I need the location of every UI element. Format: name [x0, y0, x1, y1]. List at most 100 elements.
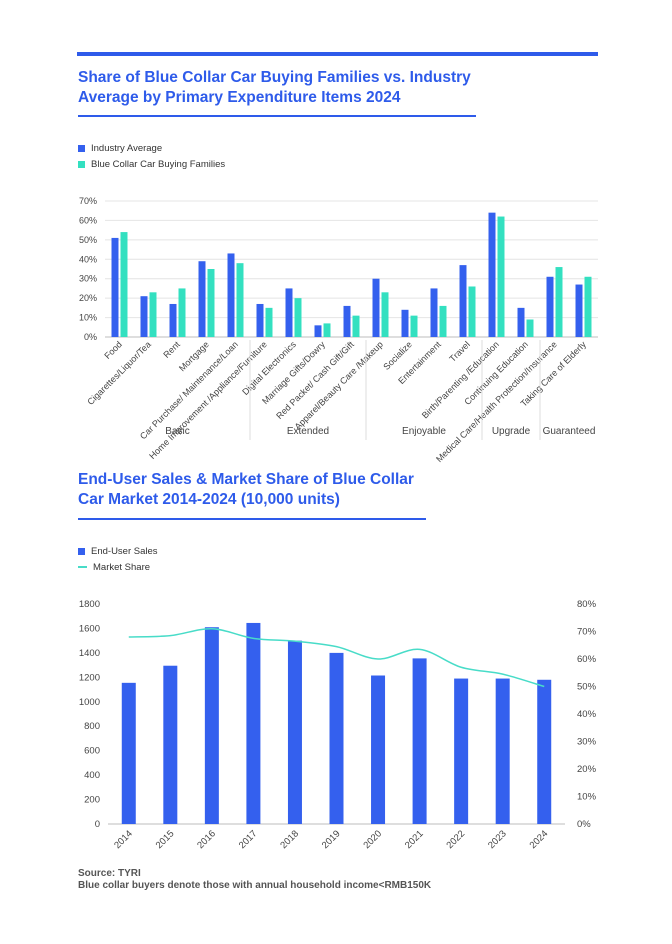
bar — [111, 237, 119, 337]
group-label: Basic — [165, 426, 189, 437]
y-tick-label: 0% — [84, 332, 97, 342]
y-right-tick-label: 80% — [577, 599, 597, 610]
market-share-line — [128, 627, 545, 688]
y-left-tick-label: 800 — [84, 721, 100, 732]
chart2-title-underline — [78, 518, 426, 520]
y-left-tick-label: 1400 — [79, 648, 100, 659]
group-label: Upgrade — [492, 426, 531, 437]
y-right-tick-label: 0% — [577, 819, 591, 830]
bar — [555, 267, 563, 337]
header-rule — [77, 52, 598, 56]
chart1-title-underline — [78, 115, 476, 117]
y-left-tick-label: 600 — [84, 746, 100, 757]
source-note: Source: TYRI Blue collar buyers denote t… — [78, 868, 431, 892]
x-tick-label: 2022 — [445, 828, 468, 851]
legend-item-end-user-sales: End-User Sales — [78, 543, 158, 559]
x-tick-label: 2023 — [486, 828, 509, 851]
legend-swatch-end-user-sales — [78, 547, 85, 555]
y-left-tick-label: 1000 — [79, 697, 100, 708]
sales-bar — [495, 678, 510, 824]
sales-bar — [412, 658, 427, 824]
bar — [517, 307, 525, 337]
bar — [314, 325, 322, 337]
bar — [236, 263, 244, 337]
y-tick-label: 70% — [79, 196, 97, 206]
x-tick-label: 2018 — [278, 828, 301, 851]
y-tick-label: 40% — [79, 254, 97, 264]
bar — [120, 232, 128, 337]
group-label: Guaranteed — [543, 426, 596, 437]
x-tick-label: 2017 — [237, 828, 260, 851]
bar — [430, 288, 438, 337]
chart1-legend: Industry Average Blue Collar Car Buying … — [78, 140, 225, 172]
bar — [285, 288, 293, 337]
y-right-tick-label: 20% — [577, 764, 597, 775]
bar — [439, 305, 447, 337]
sales-bar — [163, 665, 178, 824]
chart1-title: Share of Blue Collar Car Buying Families… — [78, 69, 471, 106]
y-left-tick-label: 400 — [84, 770, 100, 781]
bar — [497, 216, 505, 337]
group-label: Enjoyable — [402, 426, 446, 437]
x-tick-label: 2014 — [112, 828, 135, 851]
y-tick-label: 50% — [79, 235, 97, 245]
bar — [584, 276, 592, 337]
bar — [169, 303, 177, 337]
group-label: Extended — [287, 426, 329, 437]
sales-bar — [204, 627, 219, 824]
legend-item-industry-average: Industry Average — [78, 140, 225, 156]
y-right-tick-label: 70% — [577, 627, 597, 638]
y-right-tick-label: 10% — [577, 792, 597, 803]
y-left-tick-label: 1800 — [79, 599, 100, 610]
bar — [227, 253, 235, 337]
sales-bar — [537, 679, 552, 824]
bar — [149, 292, 157, 337]
bar — [410, 315, 418, 337]
bar — [575, 284, 583, 337]
legend-label-blue-collar: Blue Collar Car Buying Families — [91, 158, 226, 170]
bar — [294, 298, 302, 337]
bar — [546, 276, 554, 337]
bar — [526, 319, 534, 337]
sales-bar — [246, 622, 261, 824]
y-right-tick-label: 60% — [577, 654, 597, 665]
y-tick-label: 30% — [79, 274, 97, 284]
y-left-tick-label: 200 — [84, 795, 100, 806]
bar — [178, 288, 186, 337]
y-right-tick-label: 40% — [577, 709, 597, 720]
x-tick-label: 2024 — [528, 828, 551, 851]
bar — [401, 309, 409, 337]
bar — [343, 305, 351, 337]
legend-swatch-blue-collar — [78, 160, 85, 168]
y-right-tick-label: 50% — [577, 682, 597, 693]
bar — [459, 265, 467, 337]
bar — [207, 269, 215, 337]
y-tick-label: 60% — [79, 215, 97, 225]
legend-label-market-share: Market Share — [93, 561, 151, 573]
bar — [381, 292, 389, 337]
sales-bar — [287, 640, 302, 824]
bar — [488, 212, 496, 337]
legend-item-blue-collar: Blue Collar Car Buying Families — [78, 156, 225, 172]
bar — [198, 261, 206, 337]
sales-bar — [371, 675, 386, 824]
expenditure-chart: 0%10%20%30%40%50%60%70%FoodCigarettes/Li… — [79, 196, 598, 464]
legend-line-market-share — [78, 566, 87, 568]
chart2-title: End-User Sales & Market Share of Blue Co… — [78, 471, 414, 508]
y-tick-label: 10% — [79, 313, 97, 323]
bar — [323, 323, 331, 337]
x-tick-label: 2016 — [195, 828, 218, 851]
y-left-tick-label: 0 — [95, 819, 100, 830]
x-tick-label: 2019 — [320, 828, 343, 851]
y-left-tick-label: 1200 — [79, 672, 100, 683]
footnote-text: Blue collar buyers denote those with ann… — [78, 880, 432, 891]
legend-swatch-industry-average — [78, 144, 85, 152]
bar — [256, 303, 264, 337]
x-tick-label: 2015 — [154, 828, 177, 851]
legend-item-market-share: Market Share — [78, 559, 158, 575]
chart2-legend: End-User Sales Market Share — [78, 543, 158, 575]
bar — [352, 315, 360, 337]
y-right-tick-label: 30% — [577, 737, 597, 748]
source-text: Source: TYRI — [78, 868, 141, 879]
